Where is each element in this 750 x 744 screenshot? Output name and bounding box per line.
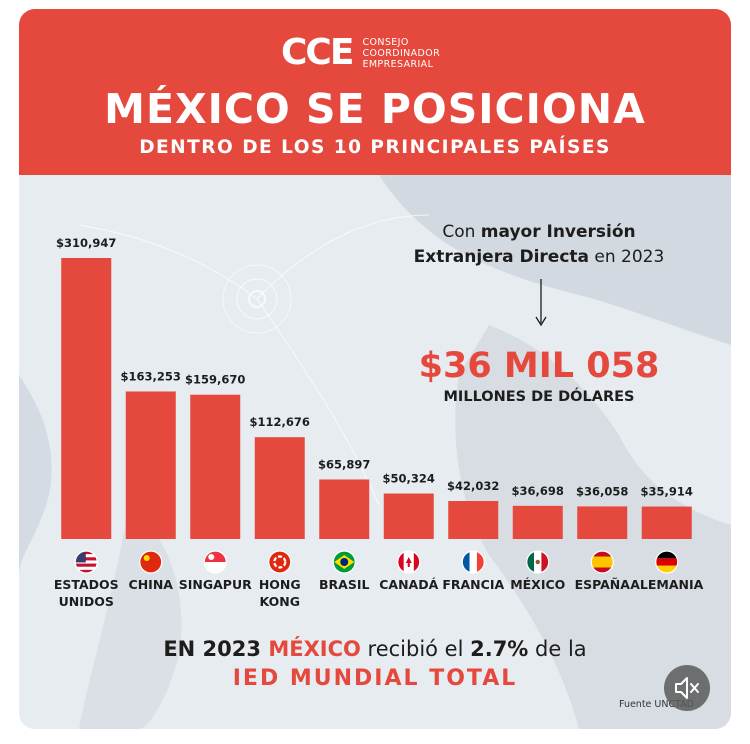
arrow-down-icon — [535, 279, 547, 327]
logo-line: CONSEJO — [362, 36, 409, 48]
bar — [448, 501, 499, 539]
category-label: SINGAPUR — [179, 577, 252, 592]
category-label: UNIDOS — [59, 594, 114, 609]
bar — [319, 479, 370, 539]
flag-spain-icon — [590, 550, 614, 574]
footer-text: de la — [528, 637, 587, 661]
category-label: CANADÁ — [379, 577, 438, 592]
footer-statement-line-2: IED MUNDIAL TOTAL — [232, 666, 518, 691]
value-label: $310,947 — [56, 236, 116, 250]
category-label: KONG — [260, 594, 300, 609]
category-label: MÉXICO — [510, 577, 565, 592]
footer-text: EN 2023 — [163, 637, 269, 661]
category-label: ESTADOS — [54, 577, 119, 592]
flag-hong-kong-icon — [268, 550, 292, 574]
bar — [190, 394, 241, 539]
value-label: $112,676 — [250, 415, 310, 429]
callout-text-bold: mayor Inversión — [480, 222, 636, 242]
category-label: ESPAÑA — [575, 577, 631, 592]
value-label: $36,698 — [512, 484, 564, 498]
value-label: $50,324 — [383, 472, 435, 486]
bar — [641, 506, 692, 539]
bar — [254, 437, 305, 539]
bar-chart: $310,947 ESTADOS UNIDOS $163,253 CHINA $159,6… — [54, 236, 704, 609]
category-label: HONG — [259, 577, 301, 592]
page-title: MÉXICO SE POSICIONA — [104, 85, 646, 133]
value-label: $163,253 — [121, 369, 181, 383]
cce-logo: CCE CONSEJO COORDINADOR EMPRESARIAL — [281, 31, 440, 75]
category-label: CHINA — [129, 577, 174, 592]
category-label: BRASIL — [319, 577, 369, 592]
value-label: $42,032 — [447, 479, 499, 493]
footer-text-highlight: MÉXICO — [268, 637, 361, 661]
logo-line: COORDINADOR — [362, 47, 441, 59]
bar — [61, 258, 112, 539]
flag-germany-icon — [655, 550, 679, 574]
callout-text-bold: Extranjera Directa — [413, 247, 589, 267]
flag-china-icon — [139, 550, 163, 574]
footer-text: recibió el — [360, 637, 471, 661]
bar — [577, 506, 628, 539]
source-note: Fuente UNCTAD — [619, 699, 694, 710]
category-label: FRANCIA — [442, 577, 504, 592]
flag-france-icon — [461, 550, 485, 574]
bar — [512, 505, 563, 539]
flag-canada-icon — [397, 550, 421, 574]
logo-line: EMPRESARIAL — [362, 58, 434, 70]
footer-statement: EN 2023 MÉXICO recibió el 2.7% de la — [19, 634, 731, 664]
infographic-card: CCE CONSEJO COORDINADOR EMPRESARIAL MÉXI… — [19, 9, 731, 729]
callout-text: Con — [442, 222, 481, 242]
highlight-amount-unit: MILLONES DE DÓLARES — [443, 389, 635, 405]
flag-brazil-icon — [332, 550, 356, 574]
value-label: $65,897 — [318, 457, 370, 471]
flag-singapore-icon — [203, 550, 227, 574]
logo-text: CONSEJO COORDINADOR EMPRESARIAL — [362, 37, 440, 70]
category-label: ALEMANIA — [630, 577, 703, 592]
callout-line-2: Extranjera Directa en 2023 — [389, 245, 689, 269]
value-label: $159,670 — [185, 373, 245, 387]
logo-mark: CCE — [281, 32, 354, 73]
callout-text: en 2023 — [589, 247, 665, 267]
flag-usa-icon — [74, 550, 98, 574]
highlight-amount: $36 MIL 058 — [418, 346, 660, 386]
bar — [383, 493, 434, 539]
speaker-muted-icon — [675, 677, 699, 699]
callout-line-1: Con mayor Inversión — [389, 220, 689, 244]
bar — [125, 391, 176, 539]
value-label: $36,058 — [576, 484, 628, 498]
value-label: $35,914 — [641, 485, 693, 499]
page-subtitle: DENTRO DE LOS 10 PRINCIPALES PAÍSES — [139, 137, 611, 158]
flag-mexico-icon — [526, 550, 550, 574]
footer-percent: 2.7% — [470, 637, 529, 661]
header-banner: CCE CONSEJO COORDINADOR EMPRESARIAL MÉXI… — [19, 9, 731, 175]
mute-button[interactable] — [664, 665, 710, 711]
